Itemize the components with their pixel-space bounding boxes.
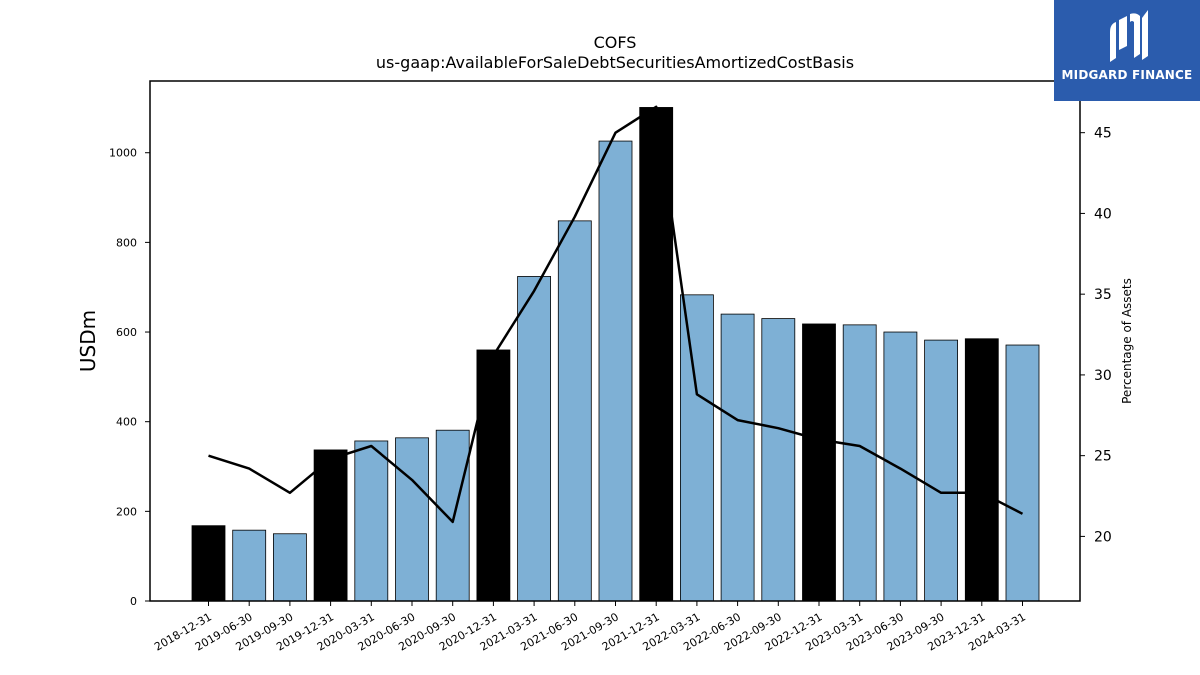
bar-2022-12-31 bbox=[802, 323, 836, 602]
bar-group bbox=[191, 107, 1040, 602]
bar-2023-12-31 bbox=[964, 338, 999, 602]
bar-2020-12-31 bbox=[476, 349, 511, 602]
bar-2020-09-30 bbox=[435, 429, 470, 602]
y-tick-label: 1000 bbox=[109, 147, 137, 160]
chart-title: COFS bbox=[594, 33, 637, 52]
y2-tick-label: 45 bbox=[1094, 126, 1112, 142]
logo-mark-icon bbox=[1110, 10, 1148, 62]
y2-tick-label: 35 bbox=[1094, 287, 1112, 303]
y2-axis: 20 25 30 35 40 45 bbox=[1080, 126, 1112, 545]
bar-2019-06-30 bbox=[232, 529, 267, 602]
bar-2024-03-31 bbox=[1005, 344, 1040, 602]
y2-tick-label: 40 bbox=[1094, 206, 1112, 222]
bar-2022-09-30 bbox=[761, 318, 796, 602]
y2-axis-label: Percentage of Assets bbox=[1120, 278, 1134, 404]
bar-2023-06-30 bbox=[883, 331, 918, 602]
bar-2019-09-30 bbox=[272, 533, 307, 602]
bar-2021-06-30 bbox=[557, 220, 592, 602]
bar-2022-03-31 bbox=[680, 294, 714, 602]
y-axis: 0 200 400 600 800 1000 bbox=[109, 147, 150, 608]
bar-2019-12-31 bbox=[313, 449, 348, 602]
bar-2023-09-30 bbox=[924, 339, 958, 602]
brand-logo: MIDGARD FINANCE bbox=[1054, 0, 1200, 101]
line-series bbox=[208, 105, 1024, 524]
bar-2021-03-31 bbox=[517, 276, 551, 602]
bar-2023-03-31 bbox=[842, 324, 877, 602]
y-tick-label: 400 bbox=[116, 416, 137, 429]
y2-tick-label: 25 bbox=[1094, 449, 1112, 465]
bar-2018-12-31 bbox=[191, 525, 226, 602]
bar-2021-09-30 bbox=[598, 140, 633, 602]
x-axis: 2018-12-312019-06-302019-09-302019-12-31… bbox=[152, 601, 1028, 654]
y-tick-label: 800 bbox=[116, 236, 137, 249]
y-tick-label: 200 bbox=[116, 505, 137, 518]
percentage-line bbox=[208, 105, 1024, 524]
logo-text: MIDGARD FINANCE bbox=[1061, 68, 1193, 82]
bar-2020-06-30 bbox=[395, 437, 429, 602]
chart-subtitle: us-gaap:AvailableForSaleDebtSecuritiesAm… bbox=[376, 53, 854, 72]
y2-tick-label: 20 bbox=[1094, 529, 1112, 545]
bar-2022-06-30 bbox=[720, 313, 755, 602]
y-tick-label: 600 bbox=[116, 326, 137, 339]
y-axis-label: USDm bbox=[76, 310, 100, 372]
y2-tick-label: 30 bbox=[1094, 368, 1112, 384]
y-tick-label: 0 bbox=[130, 595, 137, 608]
bar-2020-03-31 bbox=[354, 440, 389, 602]
